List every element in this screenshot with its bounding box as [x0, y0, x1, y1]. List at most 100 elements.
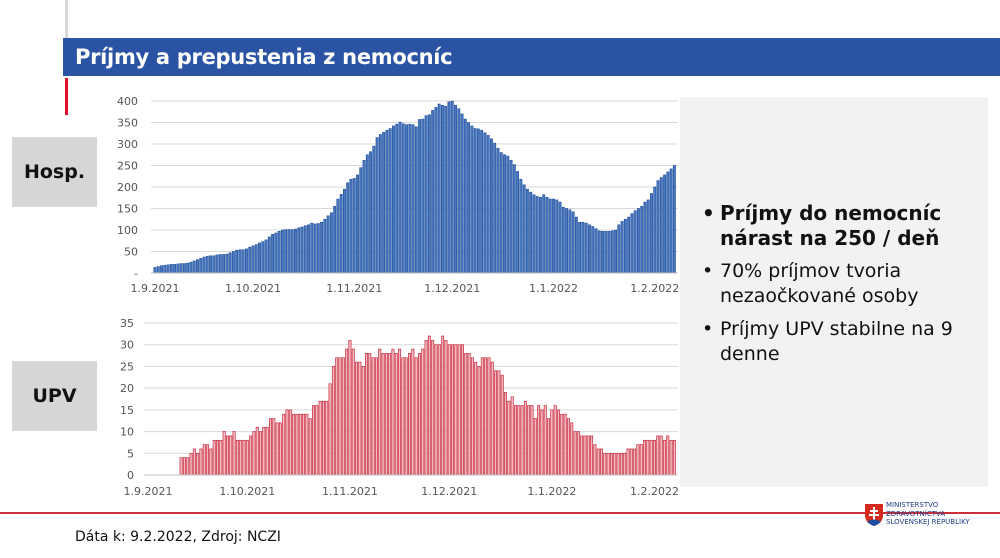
bar: [312, 405, 315, 476]
bar: [381, 353, 385, 476]
ministry-logo: MINISTERSTVO ZDRAVOTNÍCTVA SLOVENSKEJ RE…: [862, 501, 1000, 531]
bar: [199, 448, 203, 476]
bar: [609, 452, 613, 476]
bar: [408, 353, 411, 476]
bar: [202, 444, 206, 476]
x-tick-label: 1.10.2021: [219, 485, 275, 498]
bar: [672, 439, 676, 476]
bar: [434, 344, 438, 476]
bar: [292, 413, 296, 476]
bar: [255, 426, 259, 476]
bar: [500, 374, 504, 476]
x-tick-label: 1.2.2022: [630, 282, 679, 295]
x-tick-label: 1.12.2021: [424, 282, 480, 295]
title-bar: Príjmy a prepustenia z nemocníc: [63, 38, 1000, 76]
upv-label: UPV: [12, 361, 97, 431]
bar: [308, 418, 312, 476]
y-tick-label: 20: [120, 382, 134, 395]
bar: [636, 444, 640, 476]
bar: [533, 418, 537, 476]
bar: [401, 357, 405, 476]
bar: [245, 439, 249, 476]
bar: [560, 413, 564, 476]
bar: [523, 400, 527, 476]
bar: [282, 413, 286, 476]
y-tick-label: 5: [127, 447, 134, 460]
bar: [335, 357, 339, 476]
bar: [331, 366, 335, 476]
bar: [179, 457, 183, 476]
bar: [583, 435, 587, 476]
bar: [666, 435, 670, 476]
bar: [474, 361, 478, 476]
bar: [540, 409, 544, 476]
bar: [384, 353, 388, 476]
summary-panel: Príjmy do nemocníc nárast na 250 / deň 7…: [680, 97, 988, 487]
bar: [643, 439, 647, 476]
decorative-gray-line: [65, 0, 68, 38]
bar: [219, 439, 223, 476]
bar: [212, 439, 216, 476]
y-tick-label: 0: [127, 469, 134, 482]
bar: [596, 448, 600, 476]
bar: [318, 400, 322, 476]
bar: [302, 413, 306, 476]
y-tick-label: 25: [120, 360, 134, 373]
x-tick-label: 1.1.2022: [529, 282, 578, 295]
bar: [613, 452, 617, 476]
bullet-item: Príjmy UPV stabilne na 9 denne: [700, 317, 978, 367]
y-tick-label: 15: [120, 404, 134, 417]
bar: [252, 431, 256, 476]
bar: [490, 361, 494, 476]
bar: [510, 396, 514, 476]
y-tick-label: -: [134, 267, 138, 280]
bar: [457, 344, 461, 476]
bar: [196, 452, 200, 476]
bar: [470, 357, 474, 476]
upv-chart: 0 5 10 15 20 25 30 35 1.9.2021 1.10.2021 1.11.2021…: [120, 317, 679, 498]
bar: [249, 435, 253, 476]
bar: [520, 405, 524, 476]
bar: [639, 444, 643, 476]
bar: [487, 357, 491, 476]
bar: [484, 357, 488, 476]
bar: [305, 413, 309, 476]
bar: [285, 409, 289, 476]
bar: [411, 348, 415, 476]
bar: [371, 357, 375, 476]
bar: [494, 370, 498, 476]
bar: [229, 435, 233, 476]
slovak-coat-of-arms-icon: [865, 504, 883, 526]
bar: [272, 418, 276, 476]
bar: [225, 435, 229, 476]
y-tick-label: 100: [117, 224, 138, 237]
y-tick-label: 200: [117, 181, 138, 194]
bar: [437, 344, 441, 476]
bar: [328, 383, 332, 476]
bar: [633, 448, 637, 476]
x-tick-label: 1.12.2021: [421, 485, 477, 498]
bar: [398, 348, 402, 476]
bar: [553, 405, 557, 476]
bar: [338, 357, 342, 476]
bar: [570, 422, 574, 476]
bar: [454, 344, 458, 476]
bar: [182, 457, 186, 476]
bar: [444, 340, 448, 476]
x-tick-label: 1.1.2022: [527, 485, 576, 498]
bar: [616, 452, 620, 476]
bar: [606, 452, 610, 476]
y-tick-label: 300: [117, 138, 138, 151]
bar: [586, 435, 590, 476]
bar: [315, 405, 319, 476]
bullet-item: 70% príjmov tvoria nezaočkované osoby: [700, 259, 978, 309]
bar: [467, 353, 471, 476]
bar: [547, 418, 551, 476]
bar: [259, 431, 263, 476]
bar: [216, 439, 219, 476]
logo-line-1: MINISTERSTVO: [886, 501, 939, 509]
bar: [269, 418, 272, 476]
bar: [600, 448, 603, 476]
bar: [550, 409, 554, 476]
bar: [656, 435, 660, 476]
